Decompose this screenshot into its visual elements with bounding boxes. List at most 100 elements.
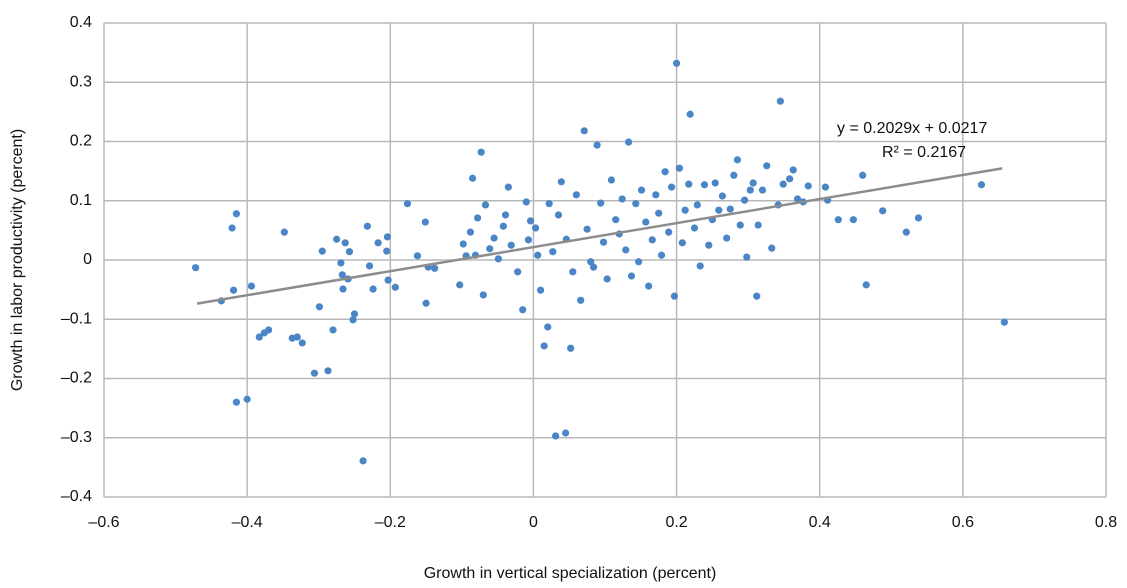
point <box>652 191 660 199</box>
point <box>681 206 689 214</box>
point <box>255 333 263 341</box>
point <box>229 286 238 294</box>
point <box>545 200 553 208</box>
point <box>690 224 699 232</box>
point <box>549 248 557 256</box>
point <box>715 206 723 214</box>
point <box>536 286 545 294</box>
point <box>696 262 704 270</box>
point <box>879 207 887 215</box>
point <box>338 271 346 279</box>
point <box>603 275 611 283</box>
x-tick-label: –0.2 <box>375 514 406 531</box>
point <box>324 367 332 375</box>
point <box>350 310 359 318</box>
point <box>486 245 494 253</box>
point <box>768 244 776 252</box>
point <box>456 281 464 289</box>
point <box>862 281 870 289</box>
point <box>540 342 548 350</box>
point <box>228 224 236 232</box>
point <box>670 292 679 300</box>
point <box>337 259 345 267</box>
point <box>383 247 391 255</box>
point <box>265 326 273 334</box>
point <box>333 235 341 243</box>
point <box>369 285 377 293</box>
point <box>363 222 371 230</box>
point <box>459 240 467 248</box>
point <box>522 198 530 206</box>
point <box>754 221 762 229</box>
point <box>504 183 512 191</box>
point <box>736 221 744 229</box>
y-axis-label: Growth in labor productivity (percent) <box>9 129 26 391</box>
point <box>678 239 686 247</box>
point <box>661 168 669 176</box>
point <box>793 195 802 203</box>
point <box>758 186 767 194</box>
point <box>567 344 575 352</box>
point <box>349 316 357 324</box>
point <box>740 196 749 204</box>
y-tick-label: –0.2 <box>61 370 92 387</box>
point <box>589 263 598 271</box>
point <box>667 183 676 191</box>
point <box>524 236 533 244</box>
point <box>675 164 684 172</box>
point <box>587 258 595 266</box>
point <box>422 299 430 307</box>
point <box>431 264 439 272</box>
y-tick-label: 0.2 <box>70 133 92 150</box>
y-tick-label: 0.1 <box>70 192 92 209</box>
point <box>544 323 552 331</box>
point <box>642 218 650 226</box>
point <box>514 268 522 276</box>
point <box>914 214 923 222</box>
point <box>192 264 200 272</box>
point <box>421 218 429 226</box>
point <box>665 228 673 236</box>
point <box>552 432 560 440</box>
point <box>531 224 540 232</box>
y-tick-label: 0 <box>83 251 92 268</box>
point <box>612 216 620 224</box>
point <box>627 272 636 280</box>
point <box>593 141 601 149</box>
x-tick-label: 0.6 <box>952 514 974 531</box>
point <box>789 166 797 174</box>
point <box>583 225 591 233</box>
point <box>711 179 719 187</box>
point <box>723 234 731 242</box>
point <box>786 175 794 183</box>
point <box>359 457 367 465</box>
point <box>572 191 580 199</box>
point <box>849 216 857 224</box>
point <box>562 429 570 437</box>
point <box>693 201 701 209</box>
point <box>686 110 694 118</box>
point <box>501 211 510 219</box>
point <box>804 182 812 190</box>
point <box>477 148 485 156</box>
point <box>280 228 288 236</box>
x-axis-label: Growth in vertical specialization (perce… <box>424 565 717 582</box>
y-tick-label: –0.1 <box>61 310 92 327</box>
point <box>247 282 256 290</box>
point <box>474 214 482 222</box>
point <box>329 326 337 334</box>
x-tick-label: 0.8 <box>1095 514 1117 531</box>
point <box>391 283 399 291</box>
point <box>318 247 326 255</box>
point <box>733 156 742 164</box>
point <box>685 180 693 188</box>
point <box>599 238 608 246</box>
x-tick-label: –0.4 <box>232 514 263 531</box>
point <box>776 97 784 105</box>
point <box>413 252 422 260</box>
point <box>339 285 347 293</box>
point <box>597 199 605 207</box>
point <box>494 255 502 263</box>
